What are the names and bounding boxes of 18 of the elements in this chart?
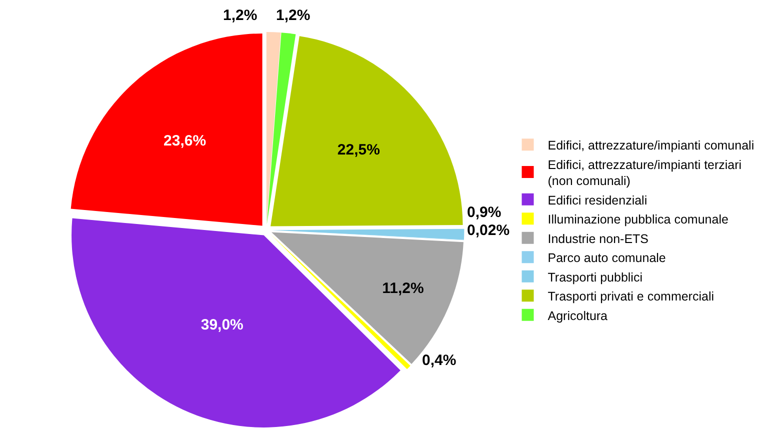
- data-label: 0,4%: [422, 352, 456, 369]
- legend-label: Edifici, attrezzature/impianti comunali: [548, 138, 754, 152]
- data-label: 1,2%: [276, 7, 310, 24]
- data-label: 23,6%: [164, 132, 206, 150]
- legend-label: Industrie non-ETS: [548, 232, 649, 246]
- legend-label: Parco auto comunale: [548, 251, 666, 265]
- data-label: 11,2%: [382, 280, 424, 297]
- legend-label: Agricoltura: [548, 308, 608, 323]
- data-label: 22,5%: [337, 141, 380, 158]
- legend-label: Trasporti pubblici: [548, 270, 642, 284]
- legend-label: Illuminazione pubblica comunale: [548, 212, 728, 226]
- legend-label: Edifici, attrezzature/impianti terziari (non comunali): [548, 158, 742, 188]
- legend-label: Trasporti privati e commerciali: [548, 290, 714, 304]
- data-label: 0,02%: [467, 222, 510, 239]
- data-label: 0,9%: [467, 204, 502, 221]
- data-label: 39,0%: [200, 316, 244, 334]
- data-label: 1,2%: [223, 7, 258, 24]
- legend-label: Edifici residenziali: [548, 193, 648, 208]
